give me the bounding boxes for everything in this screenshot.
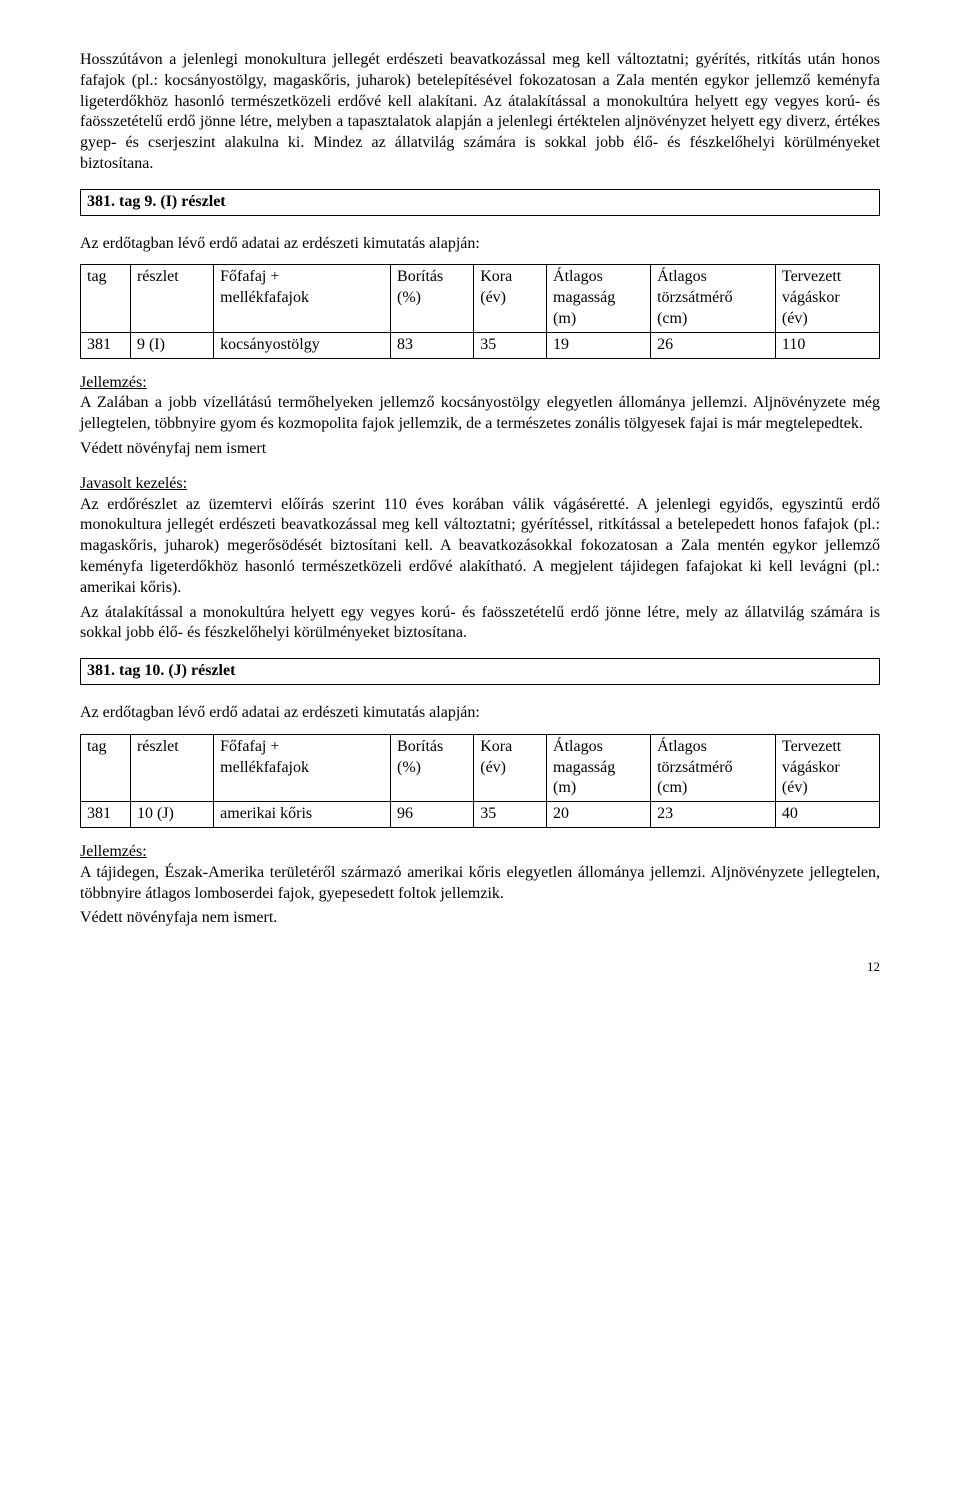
th-torzs-l2: törzsátmérő <box>657 759 733 776</box>
th-vagas-l3: (év) <box>782 779 808 796</box>
section-381-10-header: 381. tag 10. (J) részlet <box>80 658 880 685</box>
section-381-10-title: 381. tag 10. (J) részlet <box>87 661 873 682</box>
th-vagas-l3: (év) <box>782 310 808 327</box>
section-381-9-table: tag részlet Főfafaj + mellékfafajok Borí… <box>80 264 880 358</box>
th-fofafaj: Főfafaj + mellékfafajok <box>214 734 391 801</box>
td-kora: 35 <box>474 802 547 828</box>
th-fofafaj: Főfafaj + mellékfafajok <box>214 265 391 332</box>
vedett-text: Védett növényfaj nem ismert <box>80 439 880 460</box>
javasolt-p1: Az erdőrészlet az üzemtervi előírás szer… <box>80 495 880 599</box>
td-torzs: 23 <box>651 802 776 828</box>
th-torzs-l3: (cm) <box>657 779 687 796</box>
section-381-9-lead: Az erdőtagban lévő erdő adatai az erdész… <box>80 234 880 255</box>
table-row: 381 9 (I) kocsányostölgy 83 35 19 26 110 <box>81 332 880 358</box>
intro-paragraph: Hosszútávon a jelenlegi monokultura jell… <box>80 50 880 175</box>
section-381-9-javasolt: Javasolt kezelés: Az erdőrészlet az üzem… <box>80 474 880 644</box>
th-mag-l2: magasság <box>553 289 615 306</box>
th-magassag: Átlagos magasság (m) <box>547 734 651 801</box>
th-boritas-l1: Borítás <box>397 738 443 755</box>
page-number: 12 <box>80 959 880 976</box>
th-kora: Kora (év) <box>474 734 547 801</box>
th-boritas-l1: Borítás <box>397 268 443 285</box>
th-torzsatmero: Átlagos törzsátmérő (cm) <box>651 734 776 801</box>
section-381-10-jellemzes: Jellemzés: A tájidegen, Észak-Amerika te… <box>80 842 880 929</box>
th-fofafaj-l2: mellékfafajok <box>220 759 309 776</box>
td-tag: 381 <box>81 332 131 358</box>
th-vagas-l1: Tervezett <box>782 738 841 755</box>
th-torzs-l1: Átlagos <box>657 738 707 755</box>
td-boritas: 83 <box>391 332 474 358</box>
th-mag-l2: magasság <box>553 759 615 776</box>
th-kora-l1: Kora <box>480 268 512 285</box>
th-kora: Kora (év) <box>474 265 547 332</box>
td-vagas: 110 <box>775 332 879 358</box>
th-kora-l2: (év) <box>480 759 506 776</box>
th-mag-l1: Átlagos <box>553 268 603 285</box>
th-kora-l2: (év) <box>480 289 506 306</box>
section-381-9-header: 381. tag 9. (I) részlet <box>80 189 880 216</box>
javasolt-label: Javasolt kezelés: <box>80 474 880 495</box>
td-mag: 19 <box>547 332 651 358</box>
td-tag: 381 <box>81 802 131 828</box>
section-381-10-lead: Az erdőtagban lévő erdő adatai az erdész… <box>80 703 880 724</box>
javasolt-p2: Az átalakítással a monokultúra helyett e… <box>80 603 880 645</box>
th-boritas: Borítás (%) <box>391 265 474 332</box>
th-torzs-l1: Átlagos <box>657 268 707 285</box>
section-381-9-title: 381. tag 9. (I) részlet <box>87 192 873 213</box>
section-381-9-jellemzes: Jellemzés: A Zalában a jobb vízellátású … <box>80 373 880 460</box>
td-mag: 20 <box>547 802 651 828</box>
table-header-row: tag részlet Főfafaj + mellékfafajok Borí… <box>81 734 880 801</box>
th-tag: tag <box>81 265 131 332</box>
td-reszlet: 9 (I) <box>130 332 213 358</box>
th-kora-l1: Kora <box>480 738 512 755</box>
th-torzs-l3: (cm) <box>657 310 687 327</box>
td-kora: 35 <box>474 332 547 358</box>
vedett-text: Védett növényfaja nem ismert. <box>80 908 880 929</box>
th-fofafaj-l1: Főfafaj + <box>220 268 279 285</box>
th-magassag: Átlagos magasság (m) <box>547 265 651 332</box>
section-381-10-table: tag részlet Főfafaj + mellékfafajok Borí… <box>80 734 880 828</box>
th-boritas-l2: (%) <box>397 759 421 776</box>
td-fofafaj: amerikai kőris <box>214 802 391 828</box>
th-reszlet: részlet <box>130 734 213 801</box>
td-reszlet: 10 (J) <box>130 802 213 828</box>
th-boritas: Borítás (%) <box>391 734 474 801</box>
td-boritas: 96 <box>391 802 474 828</box>
th-vagas-l2: vágáskor <box>782 289 840 306</box>
th-torzsatmero: Átlagos törzsátmérő (cm) <box>651 265 776 332</box>
jellemzes-label: Jellemzés: <box>80 842 880 863</box>
th-vagas-l2: vágáskor <box>782 759 840 776</box>
td-torzs: 26 <box>651 332 776 358</box>
table-row: 381 10 (J) amerikai kőris 96 35 20 23 40 <box>81 802 880 828</box>
th-tag: tag <box>81 734 131 801</box>
td-fofafaj: kocsányostölgy <box>214 332 391 358</box>
td-vagas: 40 <box>775 802 879 828</box>
th-boritas-l2: (%) <box>397 289 421 306</box>
th-fofafaj-l1: Főfafaj + <box>220 738 279 755</box>
th-mag-l3: (m) <box>553 310 576 327</box>
table-header-row: tag részlet Főfafaj + mellékfafajok Borí… <box>81 265 880 332</box>
jellemzes-text: A Zalában a jobb vízellátású termőhelyek… <box>80 393 880 435</box>
th-vagas-l1: Tervezett <box>782 268 841 285</box>
th-mag-l3: (m) <box>553 779 576 796</box>
th-fofafaj-l2: mellékfafajok <box>220 289 309 306</box>
jellemzes-text: A tájidegen, Észak-Amerika területéről s… <box>80 863 880 905</box>
th-reszlet: részlet <box>130 265 213 332</box>
jellemzes-label: Jellemzés: <box>80 373 880 394</box>
th-vagaskor: Tervezett vágáskor (év) <box>775 734 879 801</box>
th-vagaskor: Tervezett vágáskor (év) <box>775 265 879 332</box>
th-torzs-l2: törzsátmérő <box>657 289 733 306</box>
th-mag-l1: Átlagos <box>553 738 603 755</box>
